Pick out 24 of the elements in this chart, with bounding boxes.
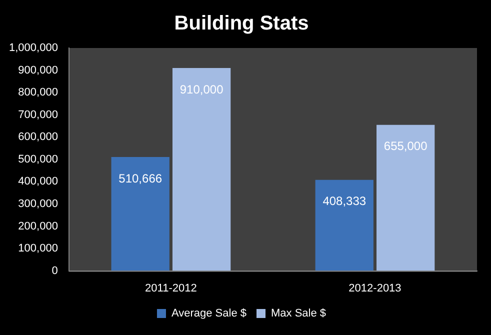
data-label: 510,666 <box>118 171 162 186</box>
bar <box>172 68 231 271</box>
data-label: 655,000 <box>384 139 428 154</box>
bar <box>376 124 435 271</box>
y-tick-label: 800,000 <box>18 86 58 99</box>
chart-title: Building Stats <box>174 12 309 35</box>
y-tick-label: 1,000,000 <box>9 42 58 54</box>
data-label: 408,333 <box>322 194 366 208</box>
data-label: 910,000 <box>180 82 224 96</box>
legend-label: Average Sale $ <box>171 308 247 320</box>
y-tick-label: 900,000 <box>18 64 58 76</box>
y-tick-label: 300,000 <box>18 198 58 210</box>
y-tick-label: 0 <box>52 264 58 277</box>
bar <box>111 157 170 271</box>
x-tick-label: 2012-2013 <box>348 282 402 294</box>
y-tick-label: 600,000 <box>18 131 58 144</box>
y-tick-label: 700,000 <box>18 108 58 121</box>
y-tick-label: 500,000 <box>18 153 58 166</box>
bar <box>315 180 374 271</box>
legend-label: Max Sale $ <box>270 308 326 320</box>
y-tick-label: 200,000 <box>18 220 58 232</box>
y-tick-label: 100,000 <box>18 242 58 255</box>
y-tick-label: 400,000 <box>18 176 58 188</box>
x-tick-label: 2011-2012 <box>145 282 197 294</box>
